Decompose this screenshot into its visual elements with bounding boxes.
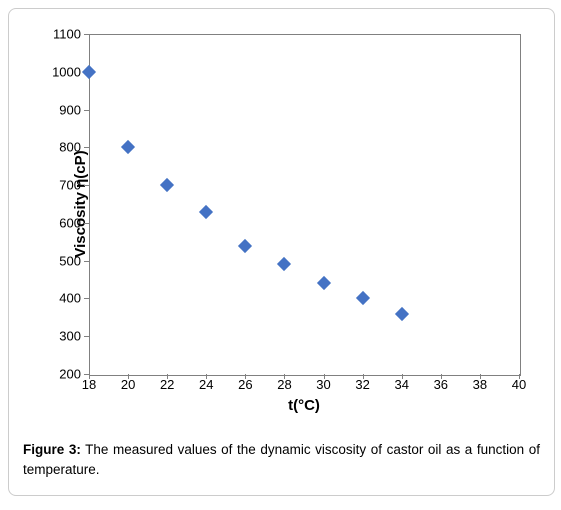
x-tick-label: 34	[394, 377, 408, 392]
x-tick-label: 38	[473, 377, 487, 392]
y-tick-label: 1100	[53, 27, 81, 42]
y-tick-label: 600	[59, 215, 81, 230]
x-tick-label: 36	[434, 377, 448, 392]
y-tick	[84, 147, 89, 148]
y-tick-label: 800	[59, 140, 81, 155]
x-tick-label: 26	[238, 377, 252, 392]
y-tick-label: 900	[59, 102, 81, 117]
x-tick-label: 20	[121, 377, 135, 392]
y-tick-label: 200	[59, 367, 81, 382]
figure-caption: Figure 3: The measured values of the dyn…	[9, 434, 554, 495]
x-tick-label: 30	[316, 377, 330, 392]
y-tick-label: 1000	[52, 64, 81, 79]
x-tick-label: 24	[199, 377, 213, 392]
y-tick-label: 400	[59, 291, 81, 306]
x-tick-label: 22	[160, 377, 174, 392]
y-tick	[84, 336, 89, 337]
y-tick	[84, 34, 89, 35]
viscosity-chart: Viscosity η(cP) t(°C) 200 300 400 500 600 700…	[19, 19, 539, 429]
caption-text: The measured values of the dynamic visco…	[23, 442, 540, 477]
x-tick-label: 40	[512, 377, 526, 392]
y-tick	[84, 261, 89, 262]
y-tick-label: 300	[59, 329, 81, 344]
y-tick-label: 500	[59, 253, 81, 268]
y-tick	[84, 223, 89, 224]
caption-label: Figure 3:	[23, 442, 81, 457]
plot-area	[89, 34, 521, 376]
x-tick-label: 28	[277, 377, 291, 392]
x-tick-label: 18	[82, 377, 96, 392]
x-axis-label: t(°C)	[89, 397, 519, 414]
chart-wrap: Viscosity η(cP) t(°C) 200 300 400 500 600 700…	[9, 9, 554, 434]
y-axis-label: Viscosity η(cP)	[72, 150, 89, 257]
y-tick	[84, 110, 89, 111]
figure-container: Viscosity η(cP) t(°C) 200 300 400 500 600 700…	[8, 8, 555, 496]
y-tick	[84, 298, 89, 299]
y-tick-label: 700	[59, 178, 81, 193]
x-tick-label: 32	[355, 377, 369, 392]
y-tick	[84, 185, 89, 186]
